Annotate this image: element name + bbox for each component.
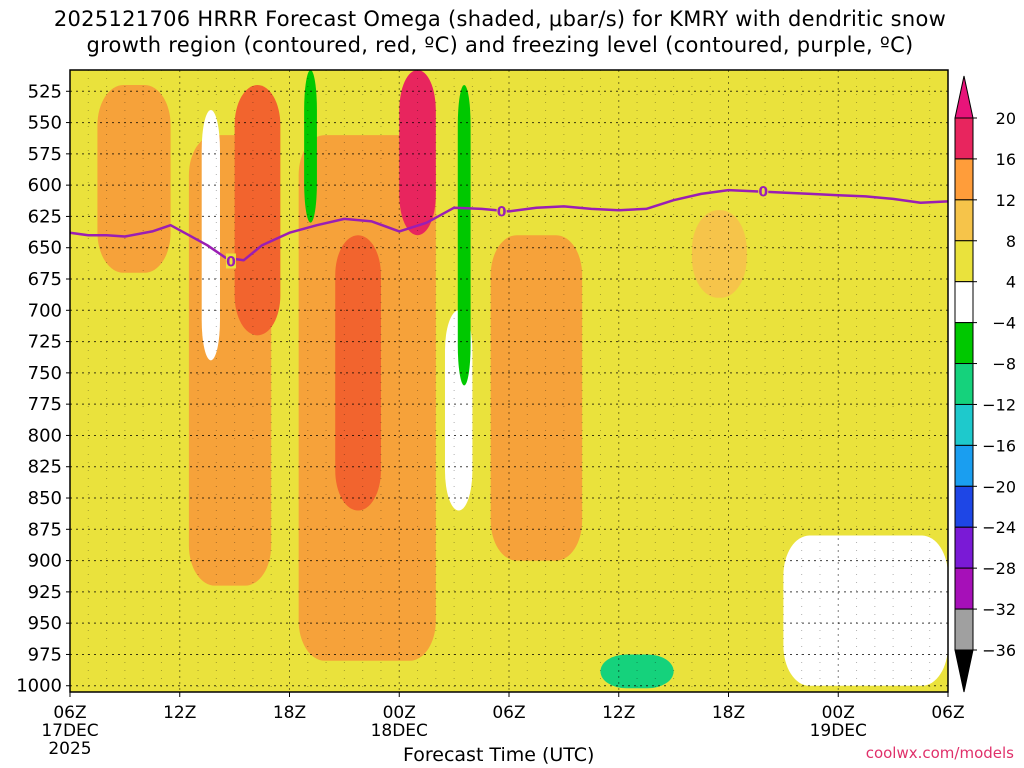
colorbar-label-9: −20 [982, 477, 1016, 496]
colorbar-label-7: −12 [982, 395, 1016, 414]
colorbar-band-3 [954, 240, 974, 283]
omega-region-descent-18z-17dec [304, 70, 317, 223]
y-tick-label-525: 525 [28, 81, 62, 102]
omega-region-rise-12z-17dec [97, 85, 171, 273]
colorbar-band-4 [954, 281, 974, 324]
x-tick-date-18: 18DEC [371, 721, 428, 741]
colorbar-label-0: 20 [996, 109, 1016, 128]
y-axis-ticks: 525 550 575 600 625 650 675 700 725 750 775 800 825 8… [16, 81, 70, 697]
y-tick-label-800: 800 [28, 425, 62, 446]
y-tick-label-750: 750 [28, 363, 62, 384]
colorbar-label-1: 16 [996, 150, 1016, 169]
colorbar-band-2 [954, 199, 974, 242]
site-credit[interactable]: coolwx.com/models [865, 744, 1014, 762]
x-tick-label-6: 12Z [163, 703, 196, 723]
colorbar-band-1 [954, 158, 974, 201]
freezing-level-line [69, 188, 949, 262]
x-tick-label-42: 00Z [822, 703, 855, 723]
y-tick-label-1000: 1000 [16, 676, 62, 697]
colorbar-band-6 [954, 363, 974, 405]
colorbar-label-13: −36 [982, 641, 1016, 660]
omega-region-core-16z-17dec [234, 85, 281, 336]
freezing-level-label-2: 0 [758, 184, 768, 200]
colorbar-label-11: −28 [982, 559, 1016, 578]
x-tick-date-42: 19DEC [810, 721, 867, 741]
x-tick-label-0: 06Z [53, 703, 86, 723]
omega-region-core-23z-17dec [399, 70, 436, 236]
x-axis-title: Forecast Time (UTC) [403, 744, 595, 766]
colorbar-top-arrow [954, 75, 974, 119]
y-tick-label-875: 875 [28, 519, 62, 540]
colorbar-label-3: 8 [1006, 232, 1016, 251]
y-tick-label-775: 775 [28, 394, 62, 415]
chart-title-line-2: growth region (contoured, red, ºC) and f… [86, 33, 914, 57]
x-tick-date-0: 17DEC [41, 721, 98, 741]
x-tick-label-12: 18Z [273, 703, 306, 723]
colorbar-band-8 [954, 444, 974, 487]
y-tick-label-675: 675 [28, 269, 62, 290]
colorbar-label-10: −24 [982, 518, 1016, 537]
omega-region-sink-lowlevel-20z-18dec [783, 535, 948, 686]
colorbar: 20 16 12 8 4 −4 −8 −12 −16 −20 −24 −28 −32 −36 [954, 75, 1016, 693]
y-tick-label-950: 950 [28, 613, 62, 634]
omega-region-sink-14z-17dec [201, 110, 220, 361]
y-tick-label-825: 825 [28, 457, 62, 478]
x-tick-year-0: 2025 [48, 739, 91, 759]
freezing-label-bg-0 [225, 253, 236, 269]
colorbar-band-5 [954, 322, 974, 365]
colorbar-label-4: 4 [1006, 273, 1016, 292]
omega-region-descent-03z-18dec [457, 85, 471, 386]
colorbar-band-12 [954, 608, 974, 651]
chart-title-line-1: 2025121706 HRRR Forecast Omega (shaded, … [53, 7, 947, 31]
omega-region-descent-lowlevel-12z-18dec [600, 654, 674, 689]
x-tick-label-30: 12Z [602, 703, 635, 723]
freezing-level-label-1: 0 [497, 204, 507, 220]
y-tick-label-600: 600 [28, 175, 62, 196]
colorbar-label-8: −16 [982, 436, 1016, 455]
chart-title: 2025121706 HRRR Forecast Omega (shaded, … [0, 6, 1000, 58]
y-tick-label-925: 925 [28, 582, 62, 603]
colorbar-band-7 [954, 403, 974, 446]
colorbar-bottom-arrow [954, 649, 974, 693]
colorbar-label-5: −4 [992, 314, 1016, 333]
x-tick-label-48: 06Z [931, 703, 964, 723]
y-tick-label-700: 700 [28, 300, 62, 321]
omega-region-rise-06z-18dec [490, 235, 583, 561]
colorbar-band-9 [954, 485, 974, 528]
colorbar-band-10 [954, 526, 974, 569]
y-tick-label-550: 550 [28, 113, 62, 134]
omega-region-rise-18z-18dec [691, 210, 747, 298]
freezing-label-bg-1 [496, 203, 507, 219]
colorbar-band-11 [954, 567, 974, 610]
y-tick-label-900: 900 [28, 551, 62, 572]
plot-area: 0 0 0 525 550 575 600 625 650 675 700 725 750 775 800 8… [16, 69, 965, 759]
x-tick-label-24: 06Z [492, 703, 525, 723]
y-tick-label-850: 850 [28, 488, 62, 509]
freezing-level-label-0: 0 [226, 254, 236, 270]
x-tick-label-18: 00Z [383, 703, 416, 723]
freezing-label-bg-2 [758, 183, 769, 199]
y-tick-label-725: 725 [28, 332, 62, 353]
y-tick-label-975: 975 [28, 644, 62, 665]
colorbar-label-12: −32 [982, 600, 1016, 619]
y-tick-label-625: 625 [28, 206, 62, 227]
colorbar-band-0 [954, 117, 974, 160]
y-tick-label-575: 575 [28, 144, 62, 165]
colorbar-label-6: −8 [992, 355, 1016, 374]
y-tick-label-650: 650 [28, 238, 62, 259]
colorbar-label-2: 12 [996, 191, 1016, 210]
x-tick-label-36: 18Z [712, 703, 745, 723]
